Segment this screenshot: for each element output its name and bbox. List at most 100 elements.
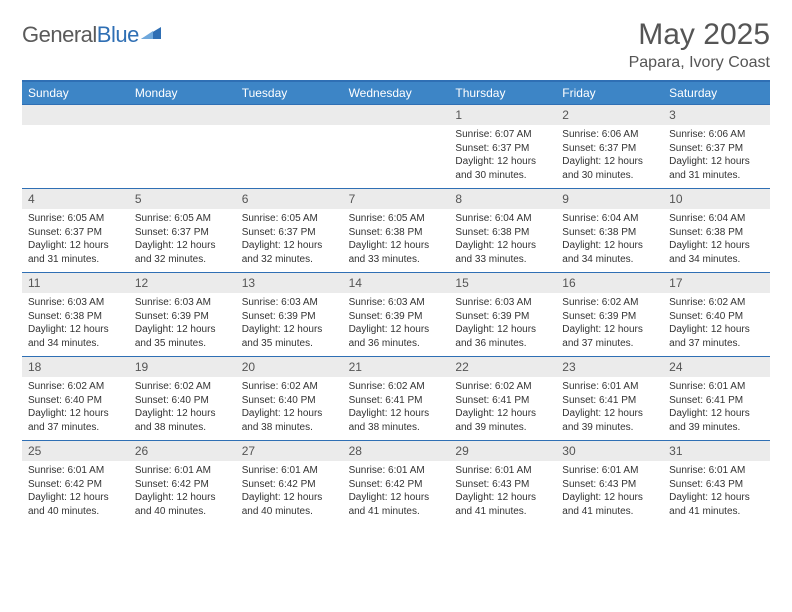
- sunset-text: Sunset: 6:40 PM: [135, 394, 232, 408]
- day-number: 7: [343, 189, 450, 209]
- daylight-text: Daylight: 12 hours and 41 minutes.: [562, 491, 659, 518]
- sunset-text: Sunset: 6:37 PM: [28, 226, 125, 240]
- sunset-text: Sunset: 6:41 PM: [455, 394, 552, 408]
- daylight-text: Daylight: 12 hours and 30 minutes.: [562, 155, 659, 182]
- day-cell: Sunrise: 6:04 AMSunset: 6:38 PMDaylight:…: [556, 209, 663, 272]
- sunrise-text: Sunrise: 6:01 AM: [28, 464, 125, 478]
- sunrise-text: Sunrise: 6:01 AM: [242, 464, 339, 478]
- dow-wednesday: Wednesday: [343, 82, 450, 104]
- sunrise-text: Sunrise: 6:03 AM: [28, 296, 125, 310]
- cells-row: Sunrise: 6:01 AMSunset: 6:42 PMDaylight:…: [22, 461, 770, 524]
- page: GeneralBlue May 2025 Papara, Ivory Coast…: [0, 0, 792, 524]
- daylight-text: Daylight: 12 hours and 34 minutes.: [28, 323, 125, 350]
- sunrise-text: Sunrise: 6:04 AM: [455, 212, 552, 226]
- sunset-text: Sunset: 6:42 PM: [135, 478, 232, 492]
- sunrise-text: Sunrise: 6:01 AM: [455, 464, 552, 478]
- day-number: 31: [663, 441, 770, 461]
- day-number: 13: [236, 273, 343, 293]
- sunset-text: Sunset: 6:38 PM: [28, 310, 125, 324]
- sunrise-text: Sunrise: 6:03 AM: [242, 296, 339, 310]
- day-cell: Sunrise: 6:01 AMSunset: 6:42 PMDaylight:…: [343, 461, 450, 524]
- sunset-text: Sunset: 6:43 PM: [669, 478, 766, 492]
- daylight-text: Daylight: 12 hours and 37 minutes.: [562, 323, 659, 350]
- daylight-text: Daylight: 12 hours and 40 minutes.: [28, 491, 125, 518]
- day-number: 4: [22, 189, 129, 209]
- day-number: 18: [22, 357, 129, 377]
- sunset-text: Sunset: 6:42 PM: [349, 478, 446, 492]
- dow-saturday: Saturday: [663, 82, 770, 104]
- daylight-text: Daylight: 12 hours and 36 minutes.: [349, 323, 446, 350]
- day-cell: Sunrise: 6:06 AMSunset: 6:37 PMDaylight:…: [663, 125, 770, 188]
- daylight-text: Daylight: 12 hours and 35 minutes.: [242, 323, 339, 350]
- day-cell: Sunrise: 6:06 AMSunset: 6:37 PMDaylight:…: [556, 125, 663, 188]
- day-cell: [343, 125, 450, 188]
- daylight-text: Daylight: 12 hours and 39 minutes.: [669, 407, 766, 434]
- daylight-text: Daylight: 12 hours and 34 minutes.: [562, 239, 659, 266]
- day-cell: Sunrise: 6:01 AMSunset: 6:41 PMDaylight:…: [663, 377, 770, 440]
- sunset-text: Sunset: 6:43 PM: [455, 478, 552, 492]
- sunrise-text: Sunrise: 6:03 AM: [135, 296, 232, 310]
- daylight-text: Daylight: 12 hours and 38 minutes.: [135, 407, 232, 434]
- sunrise-text: Sunrise: 6:01 AM: [562, 380, 659, 394]
- location: Papara, Ivory Coast: [629, 54, 770, 72]
- title-block: May 2025 Papara, Ivory Coast: [629, 18, 770, 72]
- sunrise-text: Sunrise: 6:01 AM: [669, 464, 766, 478]
- sunset-text: Sunset: 6:41 PM: [562, 394, 659, 408]
- day-number: 21: [343, 357, 450, 377]
- day-number: 23: [556, 357, 663, 377]
- daynum-strip: 123: [22, 105, 770, 125]
- sunset-text: Sunset: 6:37 PM: [135, 226, 232, 240]
- day-cell: Sunrise: 6:03 AMSunset: 6:39 PMDaylight:…: [129, 293, 236, 356]
- daylight-text: Daylight: 12 hours and 41 minutes.: [455, 491, 552, 518]
- sunrise-text: Sunrise: 6:06 AM: [562, 128, 659, 142]
- day-cell: Sunrise: 6:01 AMSunset: 6:43 PMDaylight:…: [449, 461, 556, 524]
- day-number: 2: [556, 105, 663, 125]
- logo-word2: Blue: [97, 22, 139, 47]
- logo-word1: General: [22, 22, 97, 47]
- day-number: 8: [449, 189, 556, 209]
- sunset-text: Sunset: 6:37 PM: [669, 142, 766, 156]
- daylight-text: Daylight: 12 hours and 33 minutes.: [455, 239, 552, 266]
- day-cell: Sunrise: 6:05 AMSunset: 6:37 PMDaylight:…: [22, 209, 129, 272]
- sunset-text: Sunset: 6:37 PM: [242, 226, 339, 240]
- week-row: 11121314151617Sunrise: 6:03 AMSunset: 6:…: [22, 272, 770, 356]
- sunrise-text: Sunrise: 6:02 AM: [349, 380, 446, 394]
- day-number: 25: [22, 441, 129, 461]
- daylight-text: Daylight: 12 hours and 41 minutes.: [669, 491, 766, 518]
- sunset-text: Sunset: 6:40 PM: [28, 394, 125, 408]
- day-number: 24: [663, 357, 770, 377]
- day-number: 17: [663, 273, 770, 293]
- logo: GeneralBlue: [22, 22, 163, 48]
- day-number: 14: [343, 273, 450, 293]
- day-number: 30: [556, 441, 663, 461]
- dow-thursday: Thursday: [449, 82, 556, 104]
- sunrise-text: Sunrise: 6:07 AM: [455, 128, 552, 142]
- sunset-text: Sunset: 6:38 PM: [349, 226, 446, 240]
- sunrise-text: Sunrise: 6:03 AM: [349, 296, 446, 310]
- sunset-text: Sunset: 6:40 PM: [669, 310, 766, 324]
- day-number: 12: [129, 273, 236, 293]
- day-number: [343, 105, 450, 125]
- sunrise-text: Sunrise: 6:01 AM: [562, 464, 659, 478]
- sunrise-text: Sunrise: 6:01 AM: [669, 380, 766, 394]
- daylight-text: Daylight: 12 hours and 38 minutes.: [242, 407, 339, 434]
- day-cell: Sunrise: 6:02 AMSunset: 6:40 PMDaylight:…: [236, 377, 343, 440]
- daylight-text: Daylight: 12 hours and 34 minutes.: [669, 239, 766, 266]
- sunset-text: Sunset: 6:38 PM: [455, 226, 552, 240]
- day-number: 10: [663, 189, 770, 209]
- day-number: 6: [236, 189, 343, 209]
- daylight-text: Daylight: 12 hours and 41 minutes.: [349, 491, 446, 518]
- day-number: [236, 105, 343, 125]
- day-number: 15: [449, 273, 556, 293]
- header: GeneralBlue May 2025 Papara, Ivory Coast: [22, 18, 770, 72]
- daylight-text: Daylight: 12 hours and 40 minutes.: [135, 491, 232, 518]
- day-cell: Sunrise: 6:03 AMSunset: 6:38 PMDaylight:…: [22, 293, 129, 356]
- day-cell: Sunrise: 6:05 AMSunset: 6:38 PMDaylight:…: [343, 209, 450, 272]
- sunset-text: Sunset: 6:42 PM: [242, 478, 339, 492]
- sunrise-text: Sunrise: 6:05 AM: [28, 212, 125, 226]
- day-cell: Sunrise: 6:02 AMSunset: 6:41 PMDaylight:…: [449, 377, 556, 440]
- sunrise-text: Sunrise: 6:01 AM: [135, 464, 232, 478]
- logo-triangle-icon: [141, 25, 163, 46]
- day-cell: Sunrise: 6:03 AMSunset: 6:39 PMDaylight:…: [343, 293, 450, 356]
- day-cell: Sunrise: 6:01 AMSunset: 6:42 PMDaylight:…: [22, 461, 129, 524]
